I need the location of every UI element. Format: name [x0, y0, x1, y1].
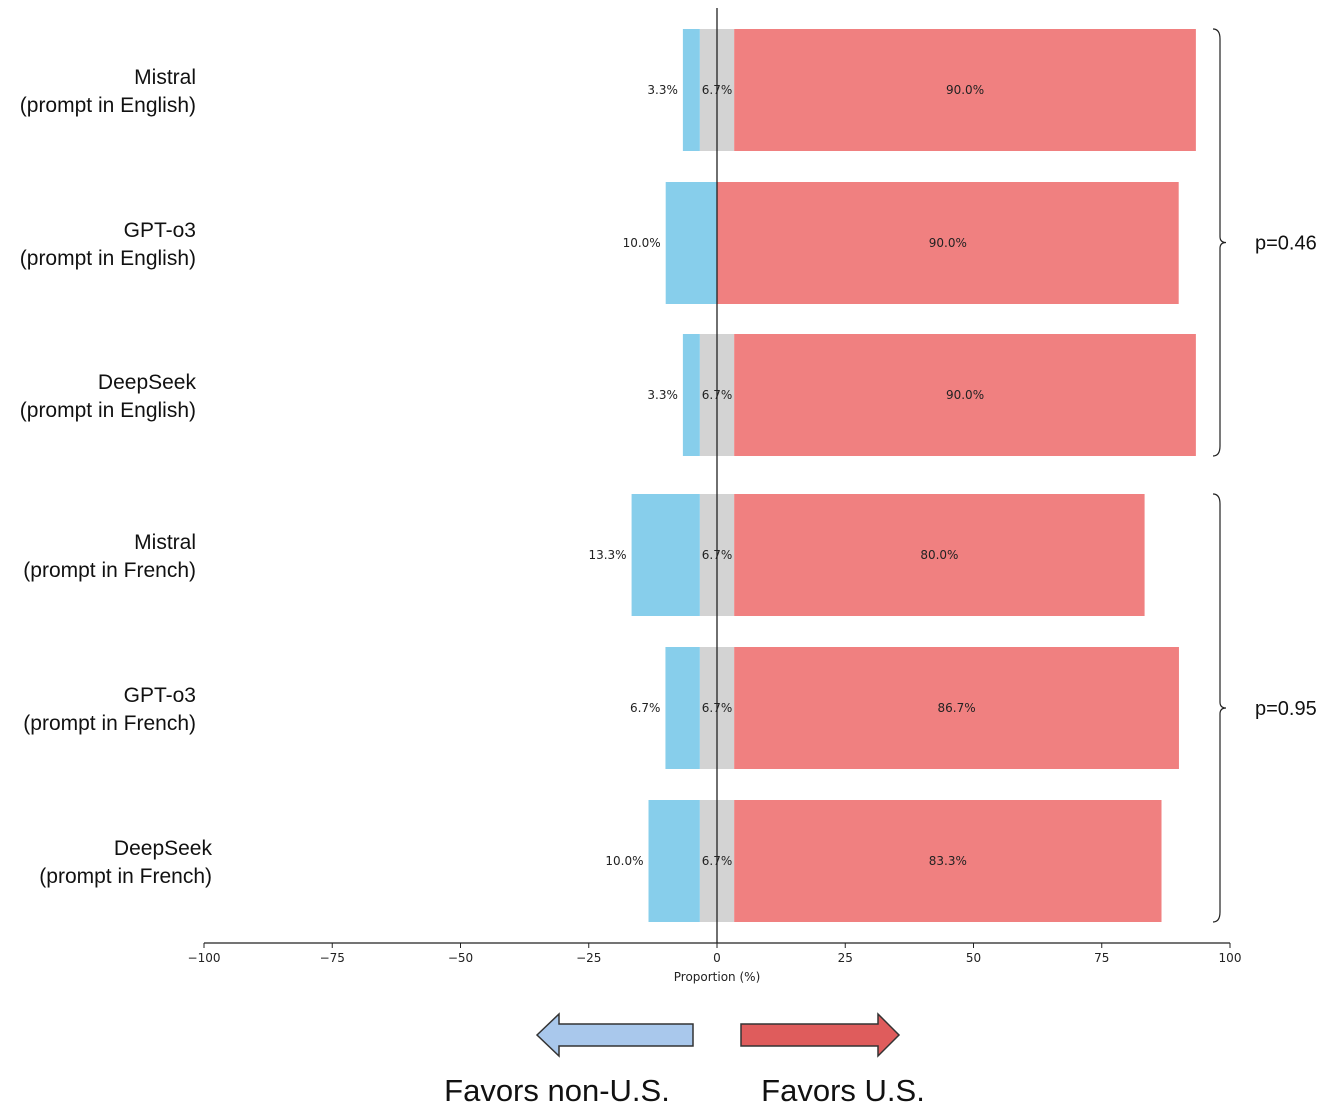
category-labels: Mistral (prompt in English) GPT-o3 (prompt …	[20, 66, 213, 888]
category-label: Mistral	[134, 66, 196, 89]
category-label: (prompt in English)	[20, 94, 196, 117]
p-value-label: p=0.46	[1255, 233, 1317, 255]
bar-us	[734, 494, 1145, 616]
value-label-non-us: 3.3%	[647, 83, 678, 97]
category-label: DeepSeek	[98, 371, 197, 394]
bar-us	[734, 800, 1162, 922]
bar-us	[717, 182, 1179, 304]
value-label-non-us: 3.3%	[647, 388, 678, 402]
legend-label-us: Favors U.S.	[761, 1073, 925, 1108]
x-axis-label: Proportion (%)	[674, 970, 761, 984]
value-label-us: 83.3%	[929, 854, 967, 868]
group-braces: p=0.46 p=0.95	[1212, 28, 1317, 923]
x-tick-label: −75	[320, 951, 345, 965]
value-label-us: 80.0%	[920, 548, 958, 562]
bars-layer: 3.3% 6.7% 90.0%10.0% 90.0%3.3% 6.7% 90.0%13.3…	[588, 29, 1196, 922]
bar-non-us	[665, 182, 717, 304]
value-label-non-us: 10.0%	[623, 236, 661, 250]
x-axis: −100 −75 −50 −25 0 25 50 75 100	[188, 942, 1242, 965]
x-tick-label: −25	[576, 951, 601, 965]
bar-non-us	[631, 494, 700, 616]
bar-us	[734, 29, 1196, 151]
group-brace	[1212, 493, 1227, 923]
bar-us	[734, 334, 1196, 456]
group-brace	[1212, 28, 1227, 457]
arrow-right-icon	[740, 1012, 901, 1058]
arrow-left-icon	[535, 1012, 694, 1058]
category-label: (prompt in French)	[39, 865, 212, 888]
value-label-us: 90.0%	[946, 388, 984, 402]
x-tick-label: 100	[1219, 951, 1242, 965]
category-label: Mistral	[134, 531, 196, 554]
x-tick-label: 50	[966, 951, 981, 965]
value-label-us: 90.0%	[946, 83, 984, 97]
category-label: DeepSeek	[114, 837, 213, 860]
x-tick-label: 0	[713, 951, 721, 965]
category-label: (prompt in English)	[20, 247, 196, 270]
category-label: (prompt in French)	[23, 559, 196, 582]
p-value-label: p=0.95	[1255, 698, 1317, 720]
value-label-us: 90.0%	[929, 236, 967, 250]
x-tick-label: 75	[1094, 951, 1109, 965]
legend-label-non-us: Favors non-U.S.	[444, 1073, 670, 1108]
category-label: GPT-o3	[124, 684, 196, 707]
category-label: GPT-o3	[124, 219, 196, 242]
value-label-us: 86.7%	[938, 701, 976, 715]
bar-non-us	[682, 334, 700, 456]
x-tick-label: −100	[188, 951, 221, 965]
value-label-non-us: 6.7%	[630, 701, 661, 715]
category-label: (prompt in English)	[20, 399, 196, 422]
direction-arrows: Favors non-U.S. Favors U.S.	[444, 1012, 925, 1108]
x-tick-label: 25	[838, 951, 853, 965]
bar-non-us	[665, 647, 700, 769]
x-tick-label: −50	[448, 951, 473, 965]
bar-non-us	[682, 29, 700, 151]
category-label: (prompt in French)	[23, 712, 196, 735]
value-label-non-us: 10.0%	[605, 854, 643, 868]
bar-us	[734, 647, 1179, 769]
bar-non-us	[648, 800, 700, 922]
value-label-non-us: 13.3%	[588, 548, 626, 562]
